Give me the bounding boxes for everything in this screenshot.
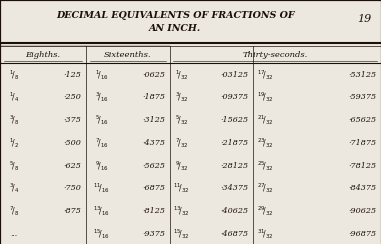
Text: ·78125: ·78125 — [348, 162, 376, 170]
Text: $^{11}\!/_{32}$: $^{11}\!/_{32}$ — [173, 181, 190, 195]
Text: ·65625: ·65625 — [348, 116, 376, 124]
Text: DECIMAL EQUIVALENTS OF FRACTIONS OF: DECIMAL EQUIVALENTS OF FRACTIONS OF — [56, 11, 295, 20]
Text: ·59375: ·59375 — [348, 93, 376, 102]
Text: $^1\!/_{32}$: $^1\!/_{32}$ — [175, 68, 189, 82]
Text: AN INCH.: AN INCH. — [149, 24, 201, 33]
Text: ·28125: ·28125 — [221, 162, 249, 170]
Text: $^{13}\!/_{16}$: $^{13}\!/_{16}$ — [93, 204, 110, 218]
Text: ·750: ·750 — [63, 184, 81, 192]
Text: $^7\!/_8$: $^7\!/_8$ — [9, 204, 19, 218]
Text: ·625: ·625 — [63, 162, 81, 170]
Text: $^5\!/_{16}$: $^5\!/_{16}$ — [95, 113, 109, 127]
Text: $^{15}\!/_{16}$: $^{15}\!/_{16}$ — [93, 227, 110, 241]
Text: $^5\!/_{32}$: $^5\!/_{32}$ — [175, 113, 189, 127]
Text: ·46875: ·46875 — [221, 230, 249, 238]
Text: $^{31}\!/_{32}$: $^{31}\!/_{32}$ — [257, 227, 274, 241]
Text: $^7\!/_{16}$: $^7\!/_{16}$ — [95, 136, 109, 150]
Text: ·9375: ·9375 — [142, 230, 165, 238]
Text: $^{15}\!/_{32}$: $^{15}\!/_{32}$ — [173, 227, 190, 241]
Text: ·5625: ·5625 — [142, 162, 165, 170]
Text: $^9\!/_{16}$: $^9\!/_{16}$ — [95, 159, 109, 173]
Text: ·375: ·375 — [63, 116, 81, 124]
Text: ·09375: ·09375 — [221, 93, 249, 102]
Text: $^5\!/_8$: $^5\!/_8$ — [9, 159, 19, 173]
Text: $^1\!/_2$: $^1\!/_2$ — [9, 136, 19, 150]
Text: $^1\!/_4$: $^1\!/_4$ — [9, 91, 19, 104]
Text: ·4375: ·4375 — [142, 139, 165, 147]
Text: $^9\!/_{32}$: $^9\!/_{32}$ — [175, 159, 189, 173]
Text: ·71875: ·71875 — [348, 139, 376, 147]
Text: Eighths.: Eighths. — [25, 51, 61, 59]
Text: $^{25}\!/_{32}$: $^{25}\!/_{32}$ — [257, 159, 274, 173]
Text: ·90625: ·90625 — [348, 207, 376, 215]
Text: ·34375: ·34375 — [221, 184, 249, 192]
Text: $^{11}\!/_{16}$: $^{11}\!/_{16}$ — [93, 181, 110, 195]
Text: ·96875: ·96875 — [348, 230, 376, 238]
Text: $^1\!/_{16}$: $^1\!/_{16}$ — [95, 68, 109, 82]
Text: ·21875: ·21875 — [221, 139, 249, 147]
Text: ·250: ·250 — [63, 93, 81, 102]
Text: $^1\!/_8$: $^1\!/_8$ — [9, 68, 19, 82]
Text: ·1875: ·1875 — [142, 93, 165, 102]
Text: $^3\!/_8$: $^3\!/_8$ — [9, 113, 19, 127]
Text: $^{27}\!/_{32}$: $^{27}\!/_{32}$ — [257, 181, 274, 195]
Text: 19: 19 — [357, 14, 371, 24]
Text: $^3\!/_{32}$: $^3\!/_{32}$ — [175, 91, 189, 104]
Text: ·0625: ·0625 — [142, 71, 165, 79]
Text: ·84375: ·84375 — [348, 184, 376, 192]
Text: ·53125: ·53125 — [348, 71, 376, 79]
Text: $^{21}\!/_{32}$: $^{21}\!/_{32}$ — [257, 113, 274, 127]
Text: Thirty-seconds.: Thirty-seconds. — [243, 51, 308, 59]
Text: ...: ... — [11, 230, 18, 238]
Text: ·40625: ·40625 — [221, 207, 249, 215]
Text: $^{23}\!/_{32}$: $^{23}\!/_{32}$ — [257, 136, 274, 150]
Text: ·3125: ·3125 — [142, 116, 165, 124]
Text: Sixteenths.: Sixteenths. — [104, 51, 151, 59]
Text: ·03125: ·03125 — [221, 71, 249, 79]
Text: $^{17}\!/_{32}$: $^{17}\!/_{32}$ — [257, 68, 274, 82]
Text: $^3\!/_{16}$: $^3\!/_{16}$ — [95, 91, 109, 104]
Text: ·125: ·125 — [63, 71, 81, 79]
Text: $^{29}\!/_{32}$: $^{29}\!/_{32}$ — [257, 204, 274, 218]
Text: ·500: ·500 — [63, 139, 81, 147]
Text: $^3\!/_4$: $^3\!/_4$ — [9, 181, 19, 195]
Text: $^{13}\!/_{32}$: $^{13}\!/_{32}$ — [173, 204, 190, 218]
Text: ·875: ·875 — [63, 207, 81, 215]
Text: ·15625: ·15625 — [221, 116, 249, 124]
Text: $^7\!/_{32}$: $^7\!/_{32}$ — [175, 136, 189, 150]
Text: ·6875: ·6875 — [142, 184, 165, 192]
Text: $^{19}\!/_{32}$: $^{19}\!/_{32}$ — [257, 91, 274, 104]
Text: ·8125: ·8125 — [142, 207, 165, 215]
